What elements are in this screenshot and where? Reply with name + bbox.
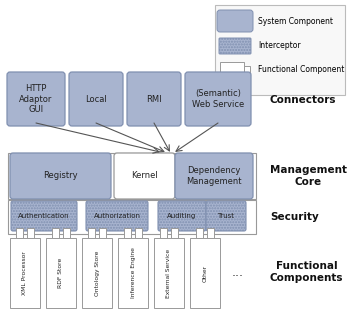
Bar <box>154 238 184 308</box>
FancyBboxPatch shape <box>69 72 123 126</box>
FancyBboxPatch shape <box>175 153 253 199</box>
FancyBboxPatch shape <box>11 201 77 231</box>
Text: Inference Engine: Inference Engine <box>131 248 136 298</box>
Text: System Component: System Component <box>258 16 333 25</box>
Text: Interceptor: Interceptor <box>258 42 301 50</box>
Bar <box>63 228 70 238</box>
Text: Functional
Components: Functional Components <box>270 261 343 283</box>
Text: Trust: Trust <box>217 213 234 219</box>
Text: RDF Store: RDF Store <box>59 258 64 288</box>
Text: Local: Local <box>85 94 107 103</box>
FancyBboxPatch shape <box>219 38 251 54</box>
Text: ...: ... <box>232 267 244 280</box>
Bar <box>135 228 142 238</box>
FancyBboxPatch shape <box>7 72 65 126</box>
Bar <box>99 228 106 238</box>
FancyBboxPatch shape <box>206 201 246 231</box>
FancyBboxPatch shape <box>217 10 253 32</box>
Bar <box>244 66 250 73</box>
Bar <box>190 238 220 308</box>
FancyBboxPatch shape <box>158 201 206 231</box>
Bar <box>82 238 112 308</box>
Text: Security: Security <box>270 212 319 222</box>
Bar <box>27 228 34 238</box>
FancyBboxPatch shape <box>127 72 181 126</box>
Text: Other: Other <box>203 264 208 281</box>
Bar <box>160 228 167 238</box>
Bar <box>16 228 23 238</box>
Text: Authorization: Authorization <box>94 213 140 219</box>
Text: Kernel: Kernel <box>131 171 158 180</box>
Bar <box>220 62 244 76</box>
Bar <box>8 153 256 199</box>
FancyBboxPatch shape <box>185 72 251 126</box>
FancyBboxPatch shape <box>86 201 148 231</box>
Text: Authentication: Authentication <box>18 213 70 219</box>
Text: Functional Component: Functional Component <box>258 64 345 74</box>
Text: Registry: Registry <box>43 171 78 180</box>
Bar <box>8 200 256 234</box>
Text: Dependency
Management: Dependency Management <box>186 166 242 186</box>
Bar <box>124 228 131 238</box>
Text: (Semantic)
Web Service: (Semantic) Web Service <box>192 89 244 109</box>
Bar <box>46 238 76 308</box>
Text: Connectors: Connectors <box>270 95 336 105</box>
Text: Ontology Store: Ontology Store <box>95 250 100 296</box>
Bar <box>171 228 178 238</box>
Bar <box>207 228 214 238</box>
Text: External Service: External Service <box>167 249 172 298</box>
Bar <box>10 238 40 308</box>
Bar <box>196 228 203 238</box>
Text: RMI: RMI <box>146 94 162 103</box>
Text: HTTP
Adaptor
GUI: HTTP Adaptor GUI <box>19 84 53 114</box>
Bar <box>118 238 148 308</box>
Text: Auditing: Auditing <box>167 213 197 219</box>
Text: Management
Core: Management Core <box>270 165 347 187</box>
FancyBboxPatch shape <box>10 153 111 199</box>
Bar <box>52 228 59 238</box>
Bar <box>88 228 95 238</box>
Bar <box>215 5 345 95</box>
Text: XML Processor: XML Processor <box>23 251 28 295</box>
FancyBboxPatch shape <box>114 153 175 199</box>
